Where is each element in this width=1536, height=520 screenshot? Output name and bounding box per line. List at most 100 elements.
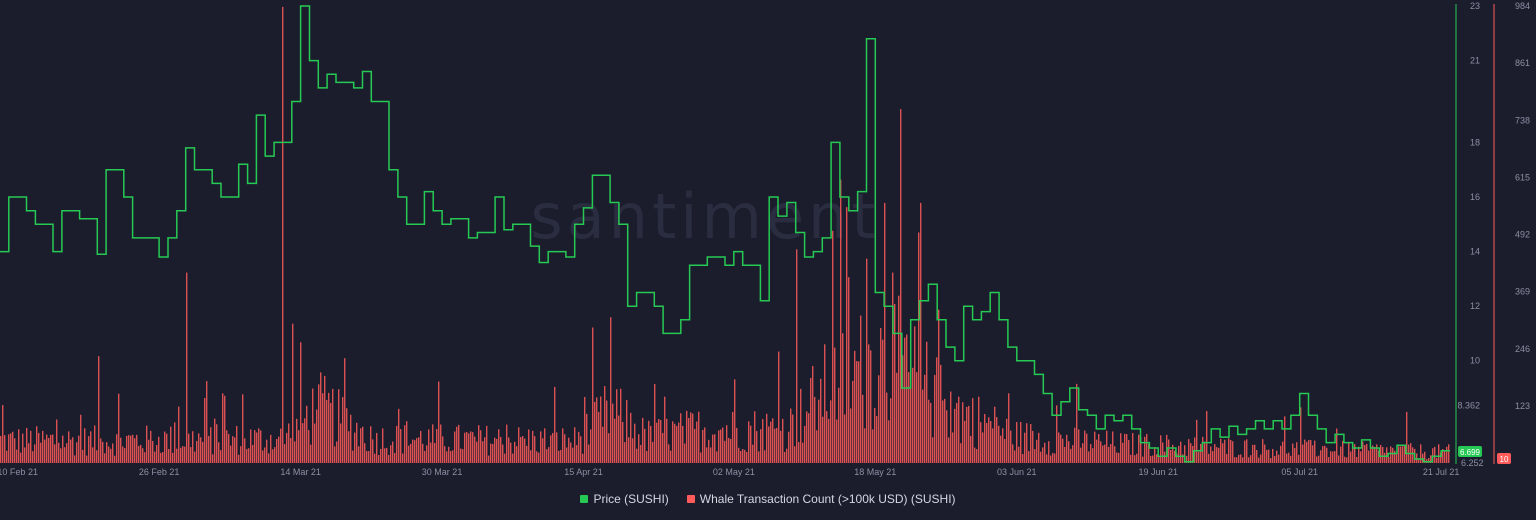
whale-bar <box>348 431 350 463</box>
whale-bar <box>1210 446 1212 463</box>
whale-bar <box>1114 446 1116 463</box>
whale-bar <box>94 425 96 463</box>
whale-bar <box>1220 438 1222 463</box>
whale-bar <box>1156 454 1158 463</box>
whale-bar <box>1380 444 1382 463</box>
whale-bar <box>644 428 646 463</box>
whale-bar <box>1196 419 1198 463</box>
whale-bar <box>756 431 758 463</box>
whale-bar <box>264 447 266 463</box>
whale-bar <box>752 444 754 463</box>
whale-bar <box>24 447 26 463</box>
whale-bar <box>742 449 744 463</box>
legend-item-price[interactable]: Price (SUSHI) <box>580 492 669 506</box>
whale-bar <box>796 249 798 463</box>
legend-item-whale[interactable]: Whale Transaction Count (>100k USD) (SUS… <box>686 492 956 506</box>
whale-bar <box>782 418 784 463</box>
whale-bar <box>272 449 274 463</box>
price-line[interactable] <box>0 5 1450 463</box>
whale-bar <box>746 451 748 463</box>
whale-bar <box>716 451 718 463</box>
whale-bar <box>696 421 698 463</box>
whale-bar <box>1076 383 1078 463</box>
whale-bar <box>1058 432 1060 463</box>
whale-bar <box>302 423 304 463</box>
whale-bar <box>858 361 860 463</box>
whale-bar <box>366 451 368 463</box>
whale-bar <box>926 341 928 463</box>
price-tick-label: 16 <box>1470 192 1480 202</box>
whale-bar <box>1392 447 1394 463</box>
whale-bar <box>288 423 290 463</box>
whale-bar <box>810 378 812 463</box>
whale-bar <box>602 426 604 463</box>
whale-bar <box>1278 454 1280 463</box>
whale-bar <box>528 429 530 463</box>
whale-bar <box>1056 405 1058 463</box>
whale-bar <box>1438 444 1440 463</box>
whale-bar <box>774 428 776 463</box>
whale-bar <box>962 402 964 463</box>
whale-bar <box>802 442 804 463</box>
whale-bar <box>964 420 966 463</box>
whale-bar <box>1100 441 1102 463</box>
whale-bar <box>864 428 866 463</box>
whale-bars <box>0 6 1450 464</box>
whale-bar <box>1424 451 1426 463</box>
whale-bar <box>938 309 940 463</box>
whale-bar <box>410 443 412 463</box>
whale-bar <box>1282 441 1284 463</box>
whale-bar <box>478 425 480 463</box>
whale-bar <box>758 451 760 463</box>
whale-bar <box>218 442 220 463</box>
whale-bar <box>18 429 20 463</box>
whale-bar <box>250 429 252 463</box>
whale-bar <box>1048 441 1050 463</box>
whale-bar <box>920 202 922 463</box>
whale-bar <box>1268 449 1270 463</box>
whale-bar <box>1338 455 1340 463</box>
price-tick-label: 14 <box>1470 247 1480 257</box>
whale-bar <box>566 447 568 463</box>
whale-bar <box>140 444 142 463</box>
whale-bar <box>674 423 676 463</box>
whale-bar <box>204 397 206 463</box>
whale-bar <box>160 452 162 463</box>
whale-bar <box>710 447 712 463</box>
whale-bar <box>1440 452 1442 463</box>
whale-bar <box>1272 448 1274 463</box>
whale-bar <box>1400 446 1402 463</box>
whale-bar <box>1358 446 1360 463</box>
whale-tick-label: 369 <box>1515 287 1530 297</box>
whale-bar <box>1150 456 1152 463</box>
whale-bar <box>1006 418 1008 463</box>
whale-bar <box>402 453 404 463</box>
whale-bar <box>350 414 352 463</box>
whale-bar <box>834 347 836 463</box>
whale-bar <box>614 418 616 463</box>
whale-bar <box>1002 428 1004 463</box>
whale-bar <box>1348 441 1350 463</box>
whale-bar <box>1352 445 1354 463</box>
whale-bar <box>86 455 88 463</box>
whale-bar <box>134 438 136 463</box>
whale-bar <box>728 438 730 463</box>
whale-bar <box>112 443 114 463</box>
whale-bar <box>1388 456 1390 463</box>
whale-bar <box>278 436 280 463</box>
whale-bar <box>328 392 330 463</box>
whale-bar <box>726 425 728 463</box>
whale-bar <box>20 452 22 463</box>
whale-bar <box>1176 453 1178 463</box>
whale-bar <box>1226 453 1228 463</box>
whale-bar <box>1018 446 1020 463</box>
whale-bar <box>144 452 146 463</box>
whale-bar <box>292 323 294 463</box>
whale-bar <box>118 393 120 463</box>
whale-bar <box>594 401 596 463</box>
whale-bar <box>1256 450 1258 463</box>
whale-bar <box>152 440 154 463</box>
whale-bar <box>598 411 600 463</box>
whale-bar <box>368 451 370 463</box>
whale-bar <box>806 411 808 463</box>
